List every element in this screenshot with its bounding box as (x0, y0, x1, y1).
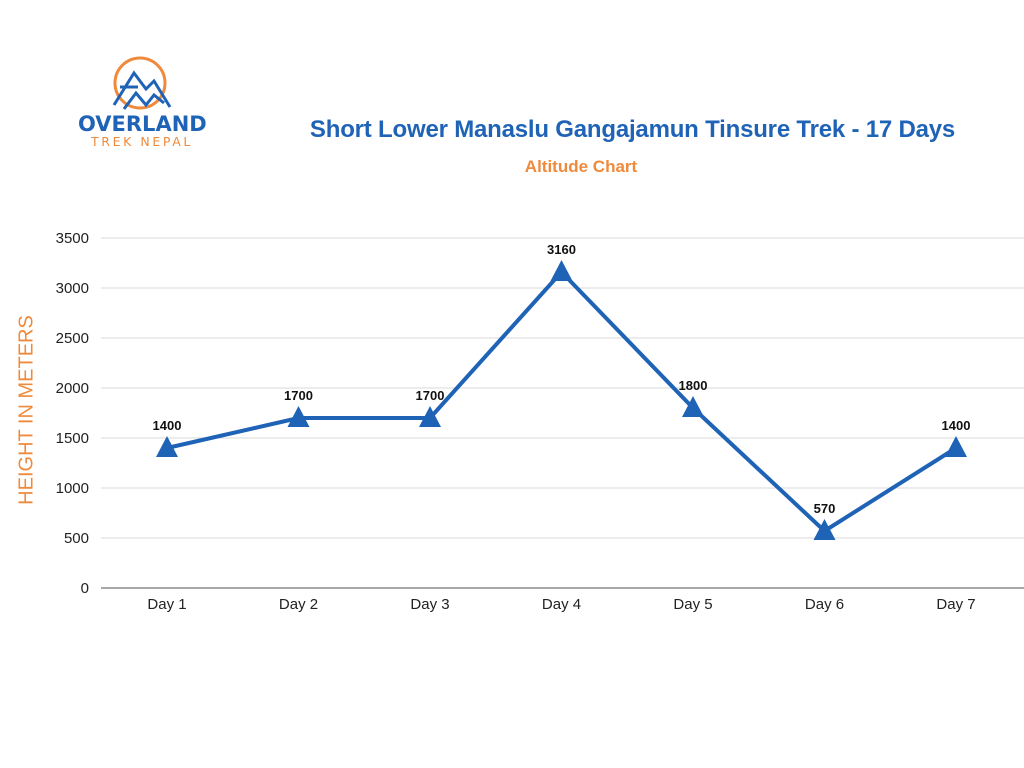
y-tick-label: 0 (81, 580, 89, 597)
logo-icon (112, 56, 172, 110)
triangle-marker-icon (419, 406, 441, 427)
x-tick-label: Day 1 (147, 596, 186, 613)
x-tick-label: Day 3 (410, 596, 449, 613)
chart-subtitle: Altitude Chart (524, 157, 638, 176)
brand-name: OVERLAND (78, 112, 207, 136)
triangle-marker-icon (813, 519, 836, 540)
data-label: 570 (814, 501, 836, 516)
brand-tagline: TREK NEPAL (91, 134, 193, 149)
x-tick-label: Day 7 (936, 596, 975, 613)
x-tick-label: Day 4 (542, 596, 581, 613)
y-tick-label: 2500 (56, 330, 89, 347)
data-label: 3160 (547, 242, 576, 257)
triangle-marker-icon (945, 436, 967, 457)
chart-title: Short Lower Manaslu Gangajamun Tinsure T… (309, 116, 956, 143)
x-tick-label: Day 6 (805, 596, 844, 613)
triangle-marker-icon (287, 406, 310, 427)
data-label: 1400 (942, 418, 971, 433)
triangle-marker-icon (682, 396, 704, 417)
x-tick-label: Day 5 (673, 596, 712, 613)
x-tick-label: Day 2 (279, 596, 318, 613)
y-tick-label: 1000 (56, 480, 89, 497)
y-tick-label: 500 (64, 530, 89, 547)
data-label: 1400 (153, 418, 182, 433)
y-tick-label: 3000 (56, 280, 89, 297)
triangle-marker-icon (550, 260, 573, 281)
y-tick-label: 1500 (56, 430, 89, 447)
triangle-marker-icon (156, 436, 178, 457)
y-tick-label: 3500 (56, 230, 89, 247)
data-label: 1700 (416, 388, 445, 403)
data-label: 1800 (679, 378, 708, 393)
data-label: 1700 (284, 388, 313, 403)
y-tick-label: 2000 (56, 380, 89, 397)
